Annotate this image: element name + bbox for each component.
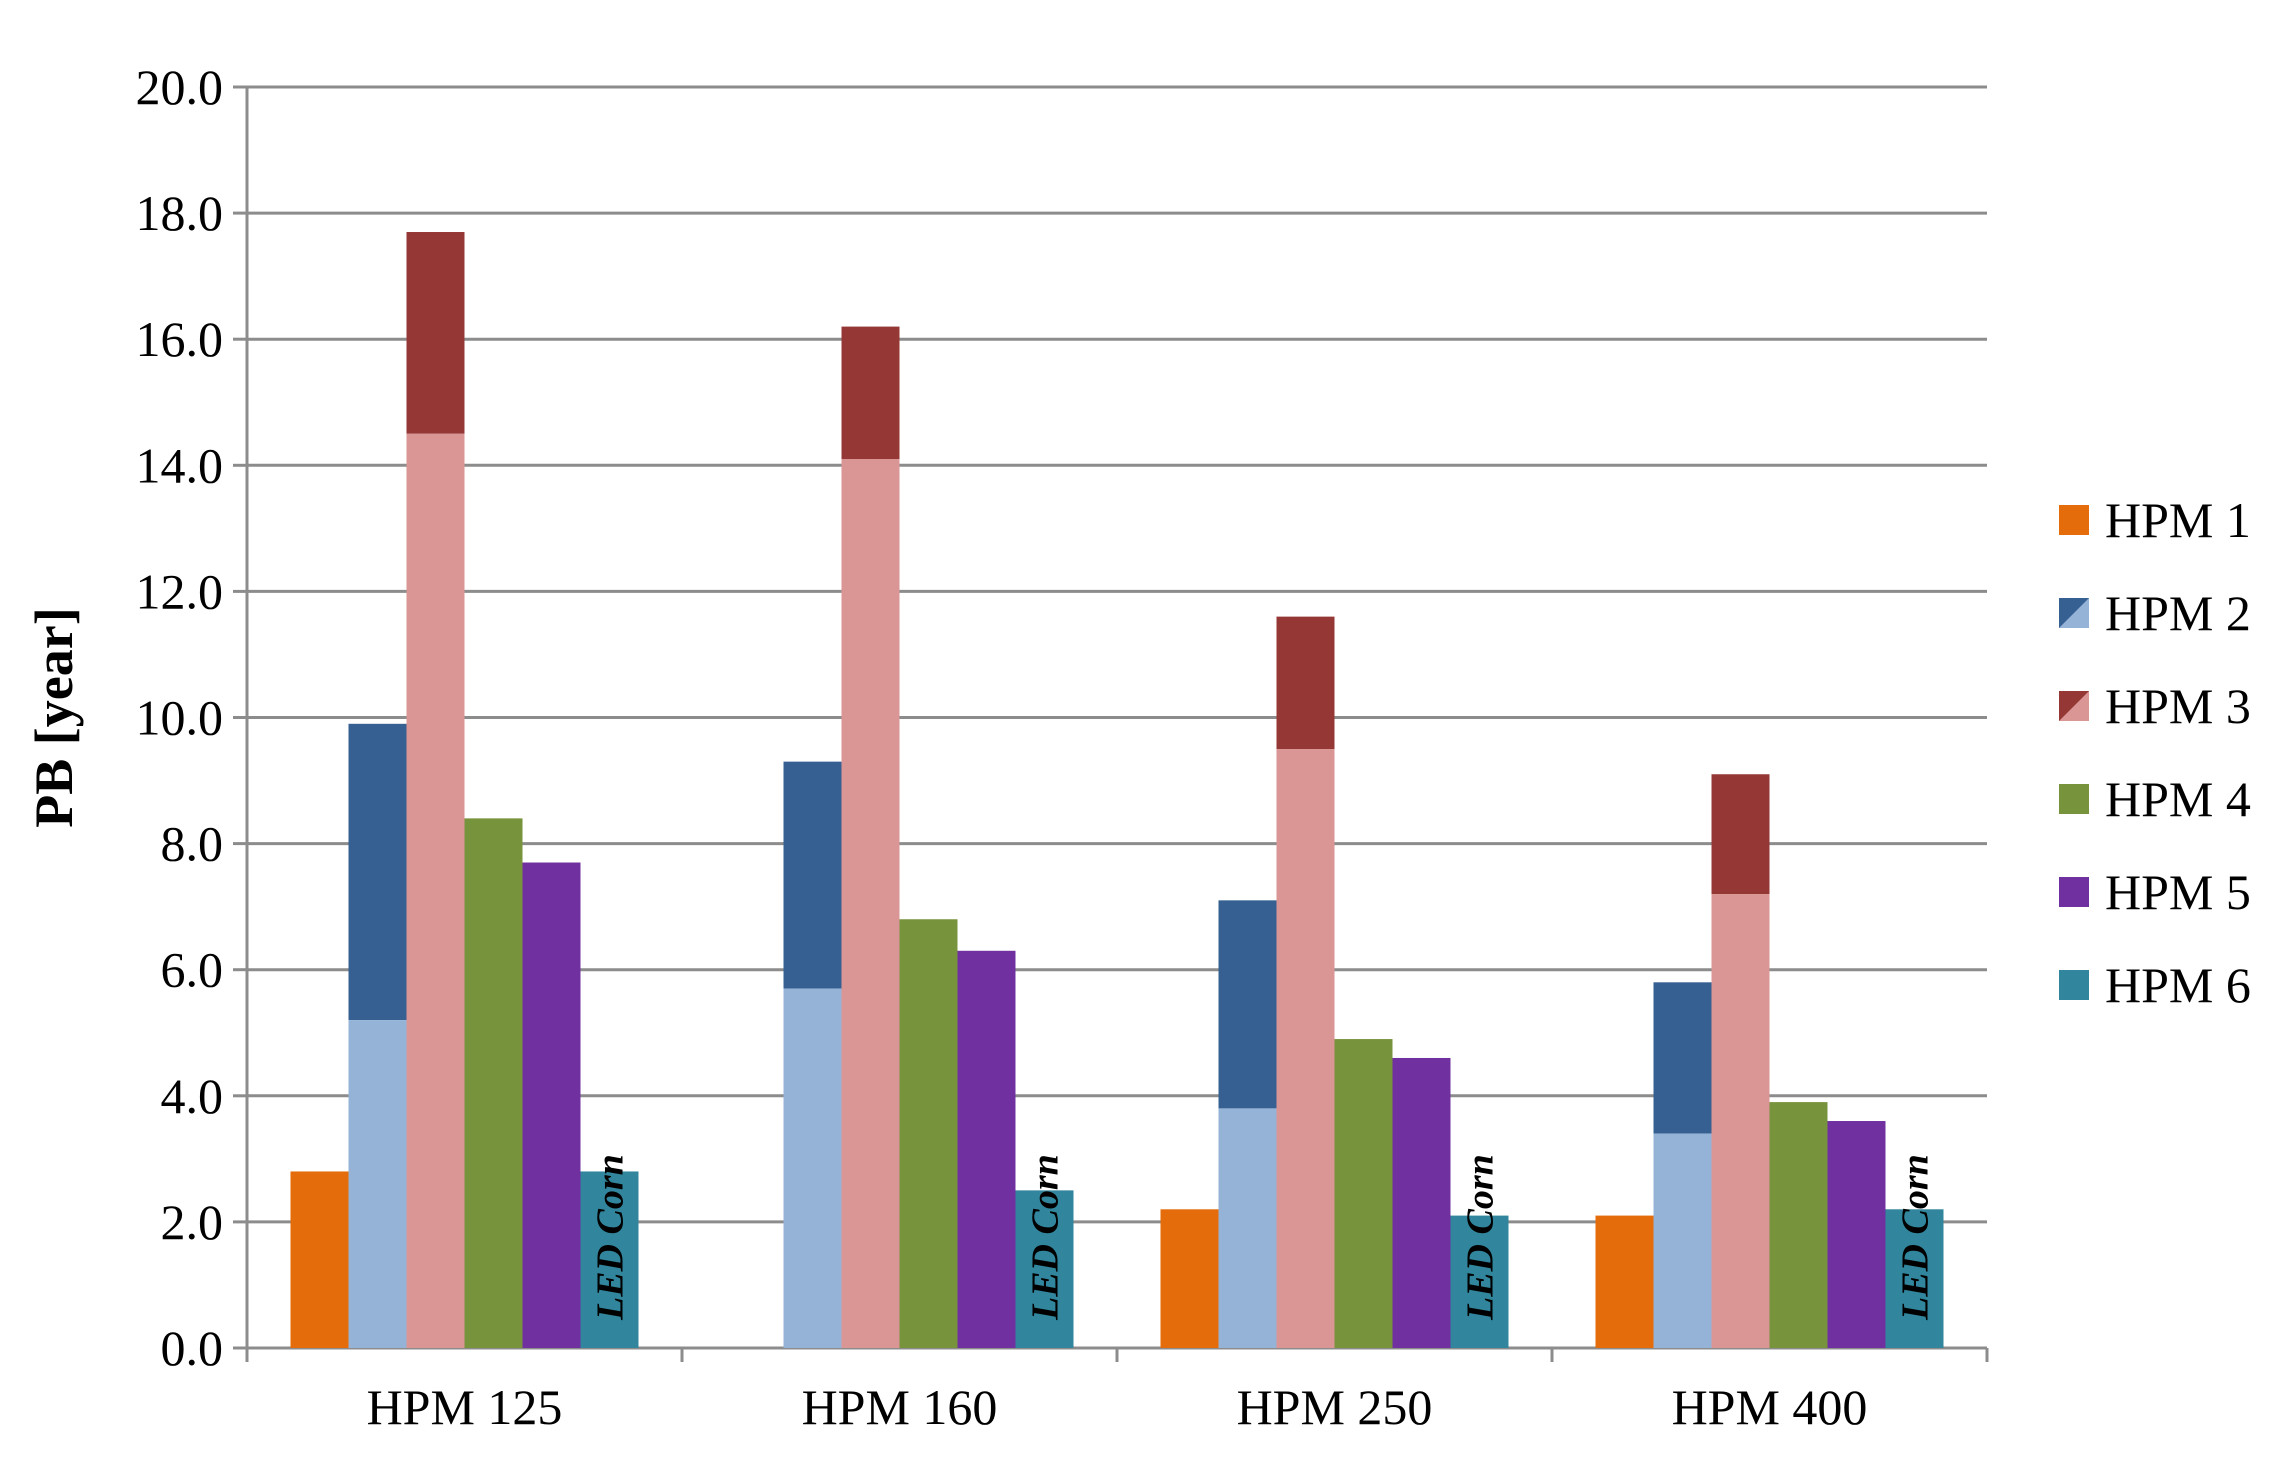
bar-hpm-2-upper-0: [348, 723, 407, 1021]
bar-annotation-1: LED Corn: [1025, 1154, 1067, 1321]
y-tick-label-10: 20.0: [136, 59, 224, 115]
y-tick-label-4: 8.0: [161, 816, 224, 872]
bar-hpm-4-3: [1769, 1102, 1828, 1348]
bar-hpm-5-0: [522, 862, 581, 1348]
bar-annotation-3: LED Corn: [1895, 1154, 1937, 1321]
bar-hpm-3-lower-0: [406, 433, 465, 1348]
bar-hpm-6-3: [1885, 1209, 1944, 1348]
x-tick-label-2: HPM 250: [1237, 1379, 1433, 1435]
bar-hpm-3-lower-2: [1276, 749, 1335, 1348]
bar-hpm-5-3: [1827, 1121, 1886, 1348]
bar-hpm-2-lower-3: [1653, 1133, 1712, 1348]
bar-hpm-1-3: [1595, 1215, 1654, 1348]
bar-annotation-0: LED Corn: [590, 1154, 632, 1321]
bar-hpm-2-lower-2: [1218, 1108, 1277, 1348]
bar-hpm-6-2: [1450, 1215, 1509, 1348]
bar-hpm-2-upper-3: [1653, 982, 1712, 1134]
legend-label-hpm-4: HPM 4: [2105, 771, 2251, 827]
legend-swatch-hpm-4: [2059, 784, 2089, 814]
y-tick-label-3: 6.0: [161, 942, 224, 998]
y-tick-label-6: 12.0: [136, 563, 224, 619]
legend-swatch-hpm-2-lower: [2059, 598, 2089, 628]
y-tick-label-8: 16.0: [136, 311, 224, 367]
legend-swatch-hpm-5: [2059, 877, 2089, 907]
bar-hpm-3-upper-3: [1711, 774, 1770, 895]
bar-hpm-2-upper-2: [1218, 900, 1277, 1109]
bar-annotation-2: LED Corn: [1460, 1154, 1502, 1321]
bar-hpm-5-2: [1392, 1057, 1451, 1348]
bar-hpm-4-1: [899, 919, 958, 1348]
y-tick-label-7: 14.0: [136, 437, 224, 493]
y-tick-label-0: 0.0: [161, 1320, 224, 1376]
legend-label-hpm-3: HPM 3: [2105, 678, 2251, 734]
y-tick-label-2: 4.0: [161, 1068, 224, 1124]
legend-swatch-hpm-3-lower: [2059, 691, 2089, 721]
legend-label-hpm-2: HPM 2: [2105, 585, 2251, 641]
bar-hpm-3-upper-2: [1276, 616, 1335, 750]
bar-hpm-3-lower-3: [1711, 894, 1770, 1348]
y-axis-title: PB [year]: [24, 607, 84, 827]
x-tick-label-1: HPM 160: [802, 1379, 998, 1435]
legend-label-hpm-1: HPM 1: [2105, 492, 2251, 548]
bar-hpm-5-1: [957, 950, 1016, 1348]
bar-hpm-3-upper-0: [406, 232, 465, 434]
bar-hpm-2-upper-1: [783, 761, 842, 989]
y-tick-label-1: 2.0: [161, 1194, 224, 1250]
y-tick-label-9: 18.0: [136, 185, 224, 241]
legend-label-hpm-5: HPM 5: [2105, 864, 2251, 920]
legend-label-hpm-6: HPM 6: [2105, 957, 2251, 1013]
x-tick-label-0: HPM 125: [367, 1379, 563, 1435]
y-tick-label-5: 10.0: [136, 690, 224, 746]
bar-hpm-6-1: [1015, 1190, 1074, 1348]
bar-hpm-3-lower-1: [841, 458, 900, 1348]
legend-swatch-hpm-1: [2059, 505, 2089, 535]
bar-hpm-1-0: [290, 1171, 349, 1348]
legend-swatch-hpm-6: [2059, 970, 2089, 1000]
bar-hpm-2-lower-0: [348, 1020, 407, 1348]
x-tick-label-3: HPM 400: [1672, 1379, 1868, 1435]
bar-hpm-6-0: [580, 1171, 639, 1348]
bar-hpm-4-2: [1334, 1039, 1393, 1348]
bar-hpm-1-2: [1160, 1209, 1219, 1348]
bar-hpm-3-upper-1: [841, 326, 900, 459]
bar-hpm-2-lower-1: [783, 988, 842, 1348]
bar-hpm-4-0: [464, 818, 523, 1348]
